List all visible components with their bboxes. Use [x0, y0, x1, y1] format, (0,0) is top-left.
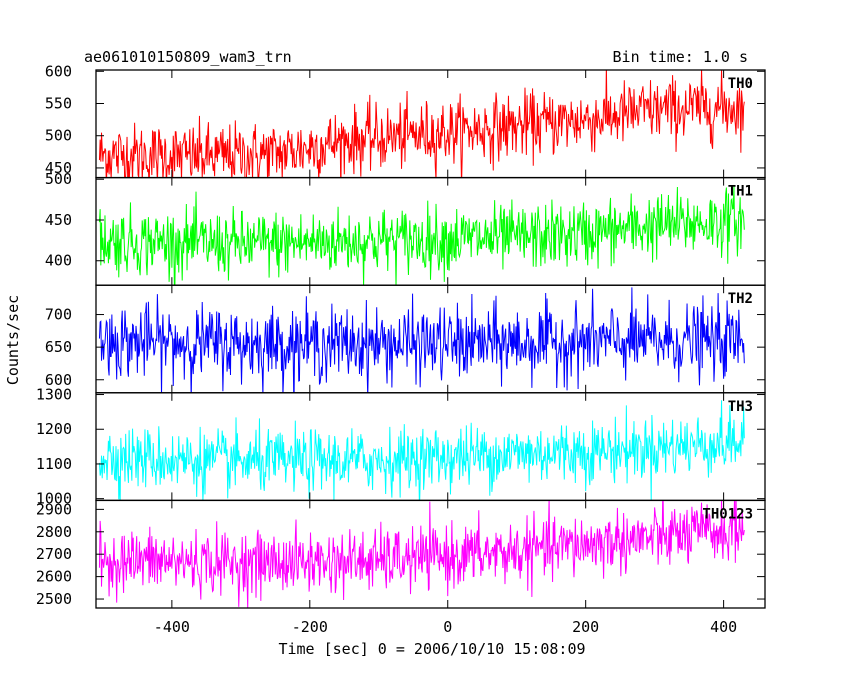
series-th0123-line — [98, 500, 745, 608]
y-tick-label: 650 — [45, 338, 72, 356]
panel-th1: 400 450 500 TH1 — [45, 170, 766, 286]
y-tick-label: 700 — [45, 306, 72, 324]
panel-label: TH0123 — [702, 506, 753, 522]
y-tick-label: 2900 — [36, 500, 72, 518]
x-tick-label: 0 — [443, 618, 452, 636]
y-tick-label: 500 — [45, 127, 72, 145]
series-th0-line — [98, 70, 745, 178]
series-th1-line — [98, 185, 745, 286]
x-tick-label: -400 — [154, 618, 190, 636]
y-tick-label: 1200 — [36, 420, 72, 438]
x-axis: -400 -200 0 200 400 — [154, 618, 737, 636]
y-tick-label: 2500 — [36, 590, 72, 608]
panel-label: TH3 — [728, 399, 753, 415]
series-th2-line — [98, 287, 745, 393]
y-tick-label: 450 — [45, 211, 72, 229]
panel-label: TH0 — [728, 76, 753, 92]
bin-time-label: Bin time: 1.0 s — [613, 48, 748, 66]
panel-th0123: 2500 2600 2700 2800 2900 TH0123 — [36, 499, 766, 609]
panels-group: 450500550600TH0400450500TH1600650700TH21… — [36, 62, 766, 609]
y-tick-label: 1300 — [36, 386, 72, 404]
y-tick-label: 400 — [45, 252, 72, 270]
chart-title: ae061010150809_wam3_trn — [84, 48, 292, 66]
x-tick-label: 200 — [572, 618, 599, 636]
x-axis-label: Time [sec] 0 = 2006/10/10 15:08:09 — [278, 640, 585, 658]
y-tick-label: 600 — [45, 62, 72, 80]
panel-th3: 1000 1100 1200 1300 TH3 — [36, 386, 766, 508]
y-tick-label: 600 — [45, 371, 72, 389]
y-tick-label: 500 — [45, 170, 72, 188]
y-tick-label: 2600 — [36, 568, 72, 586]
y-tick-label: 1000 — [36, 490, 72, 508]
y-tick-label: 550 — [45, 95, 72, 113]
y-tick-label: 2700 — [36, 545, 72, 563]
series-th3-line — [98, 400, 745, 501]
y-tick-label: 2800 — [36, 523, 72, 541]
panel-label: TH2 — [728, 291, 753, 307]
y-tick-label: 1100 — [36, 455, 72, 473]
panel-label: TH1 — [728, 184, 753, 200]
x-tick-label: 400 — [710, 618, 737, 636]
y-tick-label: 450 — [45, 159, 72, 177]
x-tick-label: -200 — [292, 618, 328, 636]
y-axis-label: Counts/sec — [4, 295, 22, 385]
